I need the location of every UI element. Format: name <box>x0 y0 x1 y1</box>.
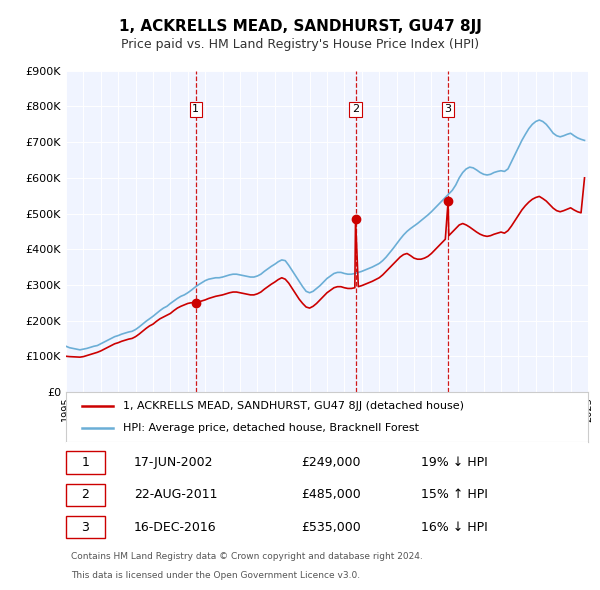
Text: 1: 1 <box>193 104 199 114</box>
Text: Contains HM Land Registry data © Crown copyright and database right 2024.: Contains HM Land Registry data © Crown c… <box>71 552 423 561</box>
Text: 16% ↓ HPI: 16% ↓ HPI <box>421 521 488 534</box>
FancyBboxPatch shape <box>66 516 105 538</box>
Text: 2: 2 <box>82 489 89 502</box>
Text: 1: 1 <box>82 456 89 469</box>
Text: 17-JUN-2002: 17-JUN-2002 <box>134 456 214 469</box>
Text: 3: 3 <box>82 521 89 534</box>
Text: Price paid vs. HM Land Registry's House Price Index (HPI): Price paid vs. HM Land Registry's House … <box>121 38 479 51</box>
Text: 19% ↓ HPI: 19% ↓ HPI <box>421 456 488 469</box>
Text: 16-DEC-2016: 16-DEC-2016 <box>134 521 217 534</box>
Text: 1, ACKRELLS MEAD, SANDHURST, GU47 8JJ (detached house): 1, ACKRELLS MEAD, SANDHURST, GU47 8JJ (d… <box>124 401 464 411</box>
Text: £485,000: £485,000 <box>301 489 361 502</box>
Text: 15% ↑ HPI: 15% ↑ HPI <box>421 489 488 502</box>
Text: £249,000: £249,000 <box>301 456 361 469</box>
Text: This data is licensed under the Open Government Licence v3.0.: This data is licensed under the Open Gov… <box>71 571 361 580</box>
FancyBboxPatch shape <box>66 484 105 506</box>
Text: HPI: Average price, detached house, Bracknell Forest: HPI: Average price, detached house, Brac… <box>124 423 419 433</box>
Text: 2: 2 <box>352 104 359 114</box>
Text: 3: 3 <box>445 104 452 114</box>
Text: £535,000: £535,000 <box>301 521 361 534</box>
Text: 1, ACKRELLS MEAD, SANDHURST, GU47 8JJ: 1, ACKRELLS MEAD, SANDHURST, GU47 8JJ <box>119 19 481 34</box>
Text: 22-AUG-2011: 22-AUG-2011 <box>134 489 217 502</box>
FancyBboxPatch shape <box>66 451 105 474</box>
